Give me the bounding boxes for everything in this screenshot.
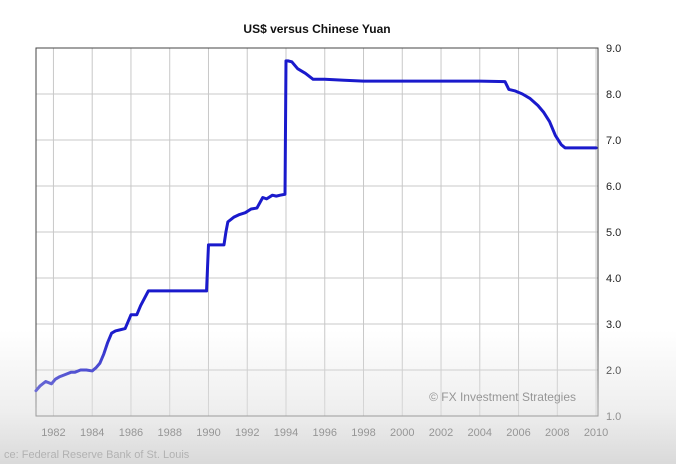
x-tick-label: 2010: [584, 427, 608, 439]
x-tick-label: 1988: [157, 427, 181, 439]
x-tick-label: 2004: [468, 427, 492, 439]
y-tick-label: 4.0: [606, 273, 621, 285]
y-tick-label: 6.0: [606, 181, 621, 193]
x-tick-label: 2002: [429, 427, 453, 439]
y-tick-label: 7.0: [606, 135, 621, 147]
x-tick-label: 1998: [351, 427, 375, 439]
x-tick-label: 2008: [545, 427, 569, 439]
y-tick-label: 5.0: [606, 227, 621, 239]
x-tick-label: 1996: [313, 427, 337, 439]
x-tick-label: 1986: [119, 427, 143, 439]
y-tick-label: 3.0: [606, 319, 621, 331]
x-tick-label: 2006: [506, 427, 530, 439]
y-tick-label: 1.0: [606, 411, 621, 423]
x-tick-label: 1994: [274, 427, 298, 439]
y-axis-ticks: 1.0 2.0 3.0 4.0 5.0 6.0 7.0 8.0 9.0: [606, 43, 621, 423]
y-tick-label: 2.0: [606, 365, 621, 377]
x-tick-label: 1982: [41, 427, 65, 439]
y-tick-label: 9.0: [606, 43, 621, 55]
x-tick-label: 1990: [196, 427, 220, 439]
chart-title: US$ versus Chinese Yuan: [243, 22, 390, 36]
source-note: ce: Federal Reserve Bank of St. Louis: [4, 449, 190, 461]
x-tick-label: 2000: [390, 427, 414, 439]
y-tick-label: 8.0: [606, 89, 621, 101]
watermark-annotation: © FX Investment Strategies: [429, 390, 576, 404]
x-axis-ticks: 1982 1984 1986 1988 1990 1992 1994 1996 1998 2000…: [41, 427, 608, 439]
x-tick-label: 1984: [80, 427, 104, 439]
x-tick-label: 1992: [235, 427, 259, 439]
